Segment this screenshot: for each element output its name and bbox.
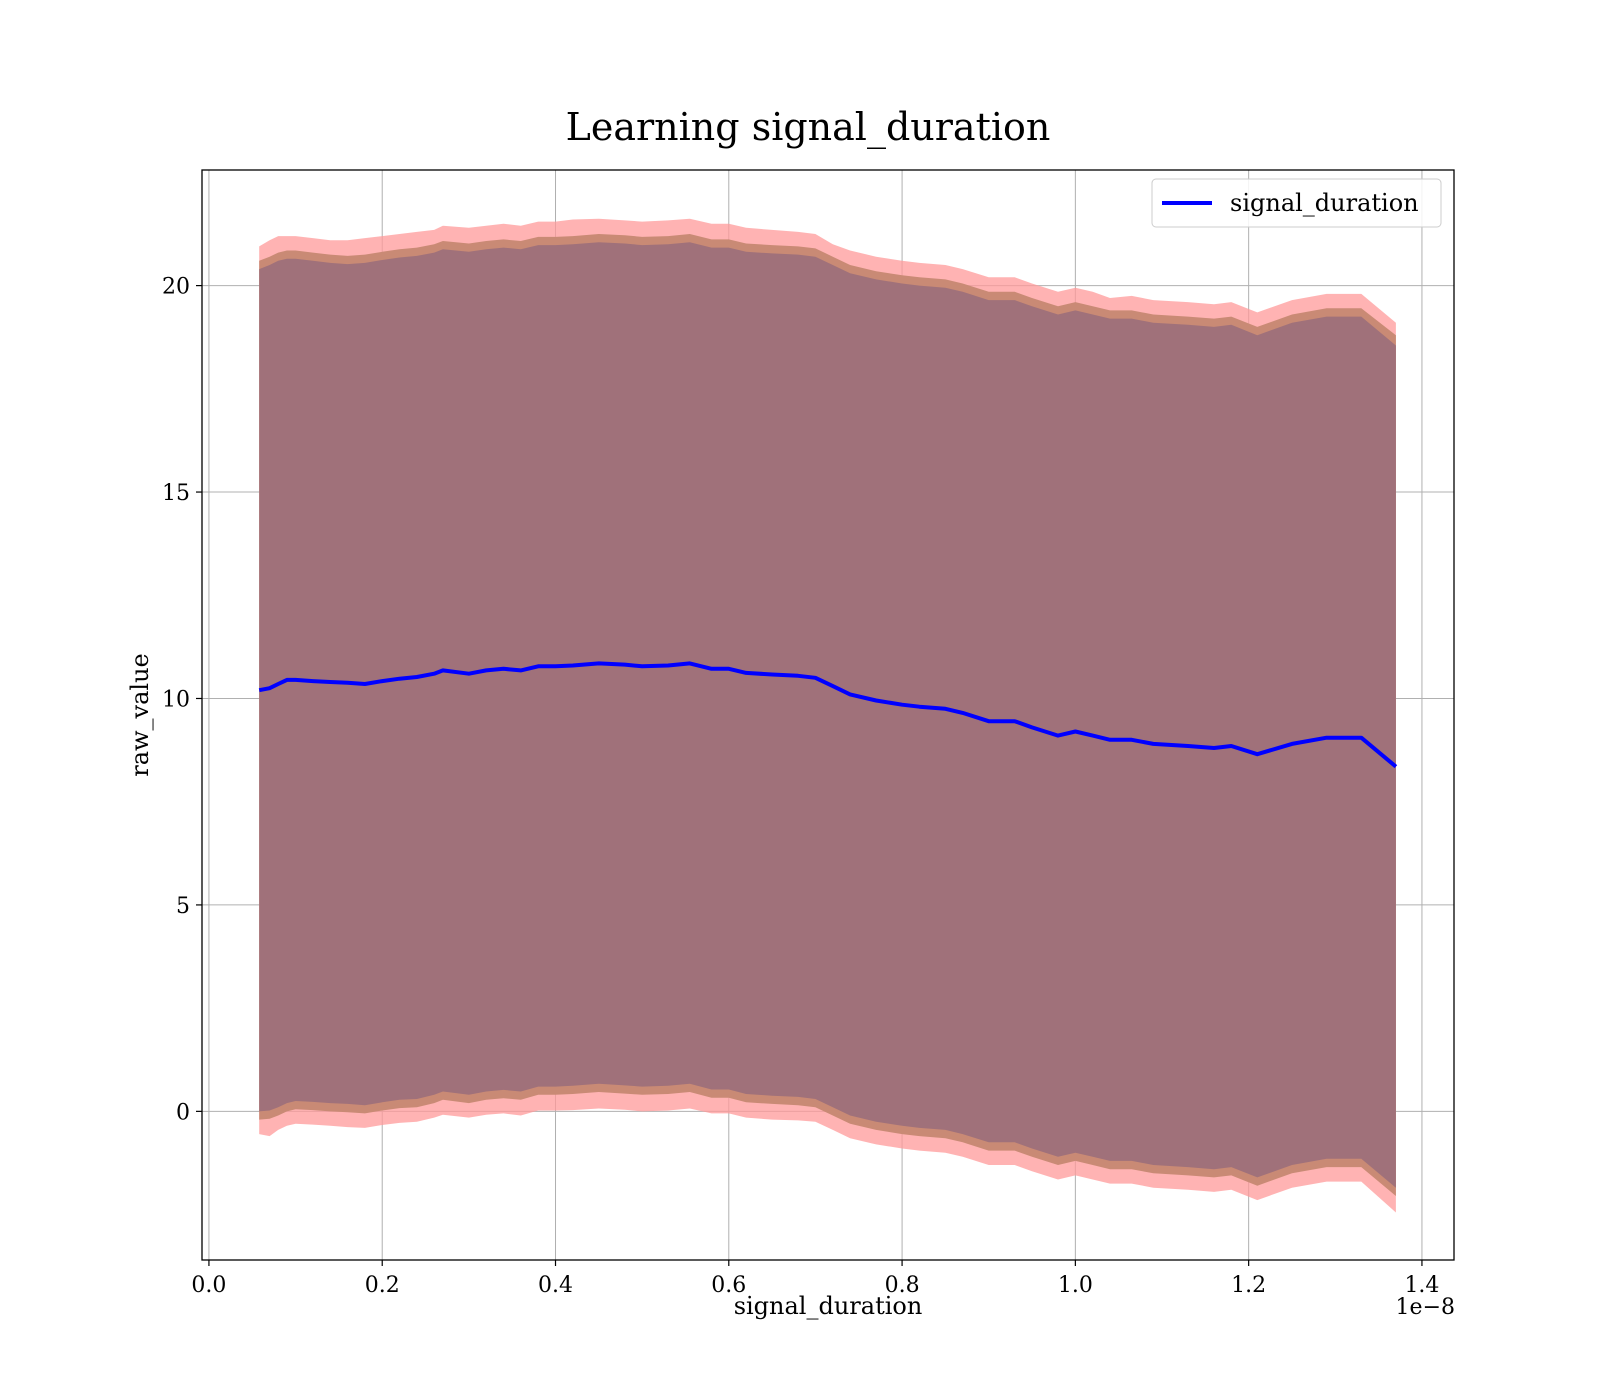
legend-entry-signal-duration: signal_duration [1230, 189, 1419, 217]
y-tick-label: 20 [162, 275, 190, 300]
legend-box [1151, 178, 1442, 228]
chart-title: Learning signal_duration [566, 105, 1051, 150]
x-axis-label: signal_duration [734, 1292, 923, 1320]
x-axis-offset-label: 1e−8 [1396, 1295, 1455, 1320]
x-tick-label: 0.6 [711, 1273, 746, 1298]
x-axis-ticks: 0.0 0.2 0.4 0.6 0.8 1.0 1.2 1.4 [191, 1260, 1439, 1298]
y-tick-label: 10 [162, 687, 190, 712]
plot-frame [201, 169, 1455, 1261]
x-tick-label: 0.0 [191, 1273, 226, 1298]
series-line-signal-duration [258, 661, 1398, 769]
inner-confidence-band [259, 242, 1396, 1188]
y-tick-label: 0 [176, 1100, 190, 1125]
x-tick-label: 0.2 [365, 1273, 400, 1298]
y-axis-ticks: 0 5 10 15 20 [162, 275, 202, 1125]
x-tick-label: 1.0 [1058, 1273, 1093, 1298]
confidence-bands [259, 218, 1396, 1213]
x-tick-label: 0.8 [885, 1273, 920, 1298]
legend: signal_duration [1151, 178, 1442, 228]
y-axis-label: raw_value [126, 653, 154, 777]
y-tick-label: 5 [176, 894, 190, 919]
x-tick-label: 1.2 [1231, 1273, 1266, 1298]
y-tick-label: 15 [162, 481, 190, 506]
x-tick-label: 0.4 [538, 1273, 573, 1298]
plot-area [201, 169, 1455, 1261]
x-tick-label: 1.4 [1404, 1273, 1439, 1298]
